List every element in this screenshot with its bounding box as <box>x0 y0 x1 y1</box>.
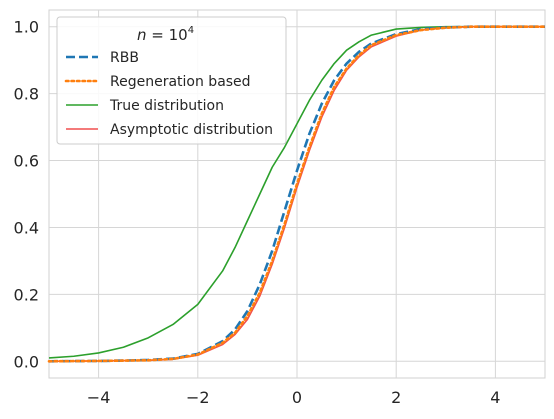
legend-label: RBB <box>110 50 139 66</box>
x-tick-label: 0 <box>292 388 302 407</box>
y-tick-label: 0.8 <box>14 85 39 104</box>
legend-entries: RBB Regeneration based True distribution As… <box>64 50 273 138</box>
legend-title-text: n <box>137 26 147 44</box>
x-tick-labels: −4 −2 0 2 4 <box>87 388 501 407</box>
x-tick-label: 4 <box>490 388 500 407</box>
y-tick-label: 0.2 <box>14 285 39 304</box>
legend-title: n = 104 <box>137 25 194 44</box>
y-tick-label: 0.4 <box>14 218 39 237</box>
legend-title-exponent: 4 <box>188 25 194 36</box>
series-line-true-distribution <box>48 25 545 359</box>
series-lines <box>47 25 547 363</box>
legend-label: True distribution <box>109 98 224 114</box>
series-line-regeneration-based <box>47 25 547 363</box>
x-tick-label: 2 <box>391 388 401 407</box>
legend-frame <box>56 16 287 145</box>
y-tick-label: 0.6 <box>14 152 39 171</box>
x-tick-label: −4 <box>87 388 111 407</box>
y-tick-labels: 0.0 0.2 0.4 0.6 0.8 1.0 <box>14 18 39 372</box>
legend-label: Asymptotic distribution <box>110 122 273 138</box>
x-tick-label: −2 <box>186 388 210 407</box>
y-tick-label: 1.0 <box>14 18 39 37</box>
legend-label: Regeneration based <box>110 74 251 90</box>
legend-title-rest: = 10 <box>147 26 188 44</box>
y-tick-label: 0.0 <box>14 352 39 371</box>
legend: n = 104 RBB Regeneration based True distri… <box>56 16 287 145</box>
